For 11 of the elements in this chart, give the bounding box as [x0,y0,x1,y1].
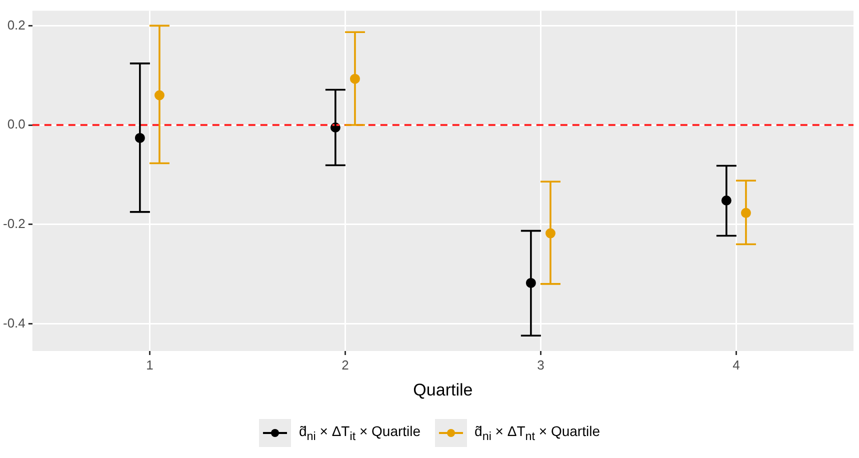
y-tick-label: -0.4 [2,315,26,330]
x-tick-label: 4 [732,357,740,372]
x-tick-label: 1 [146,357,154,372]
x-tick-label: 2 [342,357,349,372]
legend-label: d̃$_{ni}$ × ΔT$_{nt}$ × Quartile [474,423,600,443]
x-tick-label: 3 [537,357,544,372]
y-tick-label: 0.0 [7,116,26,132]
legend-label: d̃$_{ni}$ × ΔT$_{it}$ × Quartile [299,423,421,443]
y-tick-label: 0.2 [7,17,26,32]
y-tick-label: -0.2 [2,216,26,231]
x-axis-title: Quartile [413,380,473,400]
